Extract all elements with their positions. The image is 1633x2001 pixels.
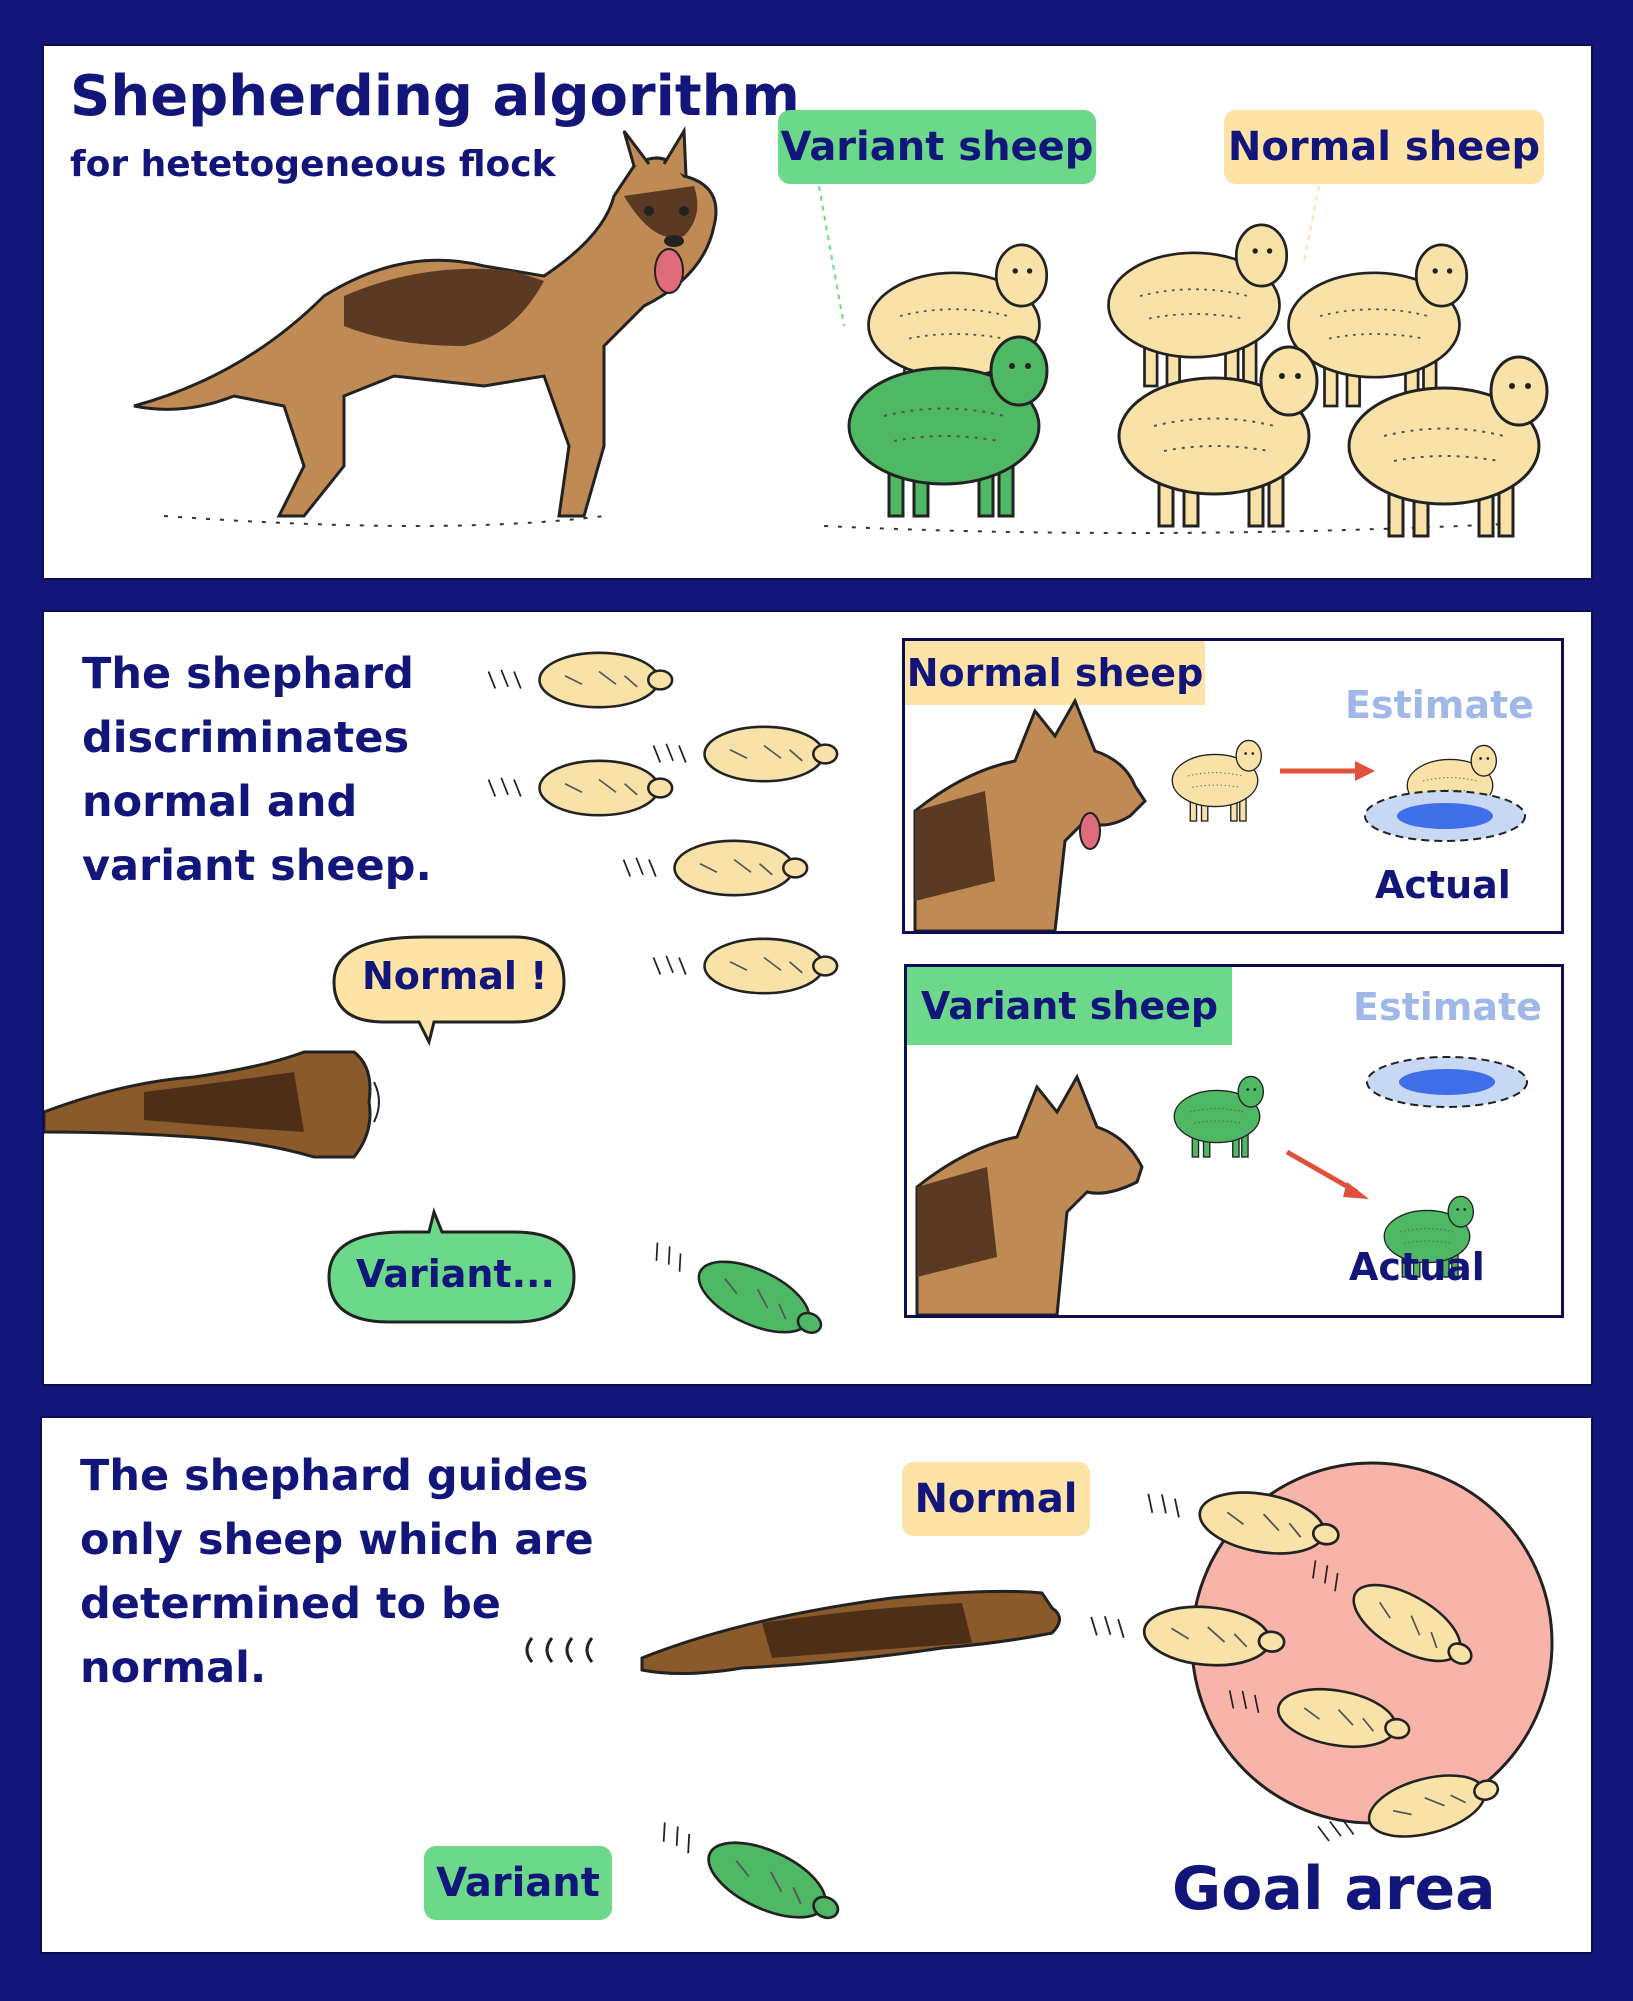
variant-actual-label: Actual xyxy=(1349,1245,1485,1289)
page-subtitle: for hetetogeneous flock xyxy=(70,144,556,185)
variant-sheep xyxy=(847,335,1049,518)
normal-sheep-estimate xyxy=(1171,739,1263,822)
variant-estimate-label: Estimate xyxy=(1353,985,1542,1029)
normal-sheep-tag: Normal sheep xyxy=(1224,110,1544,184)
normal-sheep-inset: Normal sheep Estimate Actual xyxy=(902,638,1564,934)
normal-inset-illustration xyxy=(913,697,1526,931)
guided-sheep-2 xyxy=(1090,1605,1286,1667)
guidance-panel: The shephard guides only sheep which are… xyxy=(40,1416,1593,1954)
normal-tag: Normal xyxy=(902,1462,1090,1536)
guided-sheep-1 xyxy=(1147,1491,1340,1555)
dog-running xyxy=(640,1589,1061,1676)
running-sheep-group xyxy=(487,651,839,1334)
dog-top-view xyxy=(44,1050,380,1159)
inset-variant-heading: Variant sheep xyxy=(907,967,1232,1045)
guided-sheep-group xyxy=(525,1491,1500,1920)
intro-illustration xyxy=(133,125,1549,538)
sheep-flock xyxy=(847,223,1549,538)
guidance-text-line-3: determined to be xyxy=(80,1579,501,1629)
running-normal-sheep-5 xyxy=(652,937,839,995)
running-normal-sheep-1 xyxy=(487,651,674,709)
running-variant-sheep xyxy=(655,1242,823,1334)
normal-actual-label: Actual xyxy=(1375,863,1511,907)
unguided-variant-sheep xyxy=(662,1822,840,1920)
goal-sheep-1 xyxy=(1312,1560,1473,1665)
guidance-text-line-1: The shephard guides xyxy=(80,1451,589,1501)
guidance-text-line-4: normal. xyxy=(80,1643,267,1693)
normal-sheep-front-1 xyxy=(1117,345,1319,528)
bubble-normal-text: Normal ! xyxy=(362,954,548,998)
goal-sheep-3 xyxy=(1317,1774,1500,1842)
discrimination-text-line-1: The shephard xyxy=(82,649,414,699)
normal-estimate-label: Estimate xyxy=(1345,683,1534,727)
variant-inset-illustration xyxy=(915,1056,1528,1315)
intro-panel: Shepherding algorithm for hetetogeneous … xyxy=(42,44,1593,580)
goal-area-label: Goal area xyxy=(1172,1854,1496,1924)
inset-normal-heading: Normal sheep xyxy=(905,641,1205,705)
variant-sheep-actual xyxy=(1383,1195,1475,1278)
variant-sheep-tag: Variant sheep xyxy=(778,110,1096,184)
dog-illustration xyxy=(133,125,718,518)
discrimination-text-line-4: variant sheep. xyxy=(82,841,432,891)
running-normal-sheep-3 xyxy=(487,759,674,817)
goal-sheep-2 xyxy=(1228,1688,1411,1748)
discrimination-illustration xyxy=(44,651,839,1334)
guidance-text-line-2: only sheep which are xyxy=(80,1515,594,1565)
normal-sheep-back-2 xyxy=(1107,223,1289,388)
bubble-variant-text: Variant... xyxy=(356,1252,555,1296)
variant-sheep-inset: Variant sheep Estimate Actual xyxy=(904,964,1564,1318)
variant-sheep-start xyxy=(1173,1075,1265,1158)
guidance-illustration xyxy=(525,1461,1554,1920)
running-normal-sheep-4 xyxy=(622,839,809,897)
discrimination-text-line-3: normal and xyxy=(82,777,358,827)
page-title: Shepherding algorithm xyxy=(70,64,800,129)
discrimination-panel: The shephard discriminates normal and va… xyxy=(42,610,1593,1386)
variant-tag: Variant xyxy=(424,1846,612,1920)
normal-sheep-front-2 xyxy=(1347,355,1549,538)
running-normal-sheep-2 xyxy=(652,725,839,783)
discrimination-text-line-2: discriminates xyxy=(82,713,410,763)
